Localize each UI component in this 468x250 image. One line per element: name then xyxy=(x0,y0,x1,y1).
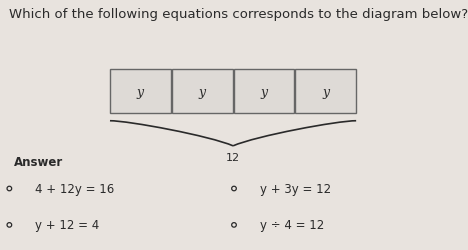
Text: y: y xyxy=(260,86,268,98)
Text: y ÷ 4 = 12: y ÷ 4 = 12 xyxy=(260,218,324,232)
Text: 12: 12 xyxy=(226,152,240,162)
Text: Answer: Answer xyxy=(14,155,63,168)
Text: y: y xyxy=(137,86,144,98)
Text: Which of the following equations corresponds to the diagram below?: Which of the following equations corresp… xyxy=(9,8,468,20)
Text: y: y xyxy=(198,86,206,98)
FancyBboxPatch shape xyxy=(295,70,356,114)
FancyBboxPatch shape xyxy=(110,70,171,114)
Text: y: y xyxy=(322,86,329,98)
Text: 4 + 12y = 16: 4 + 12y = 16 xyxy=(35,182,114,195)
Text: y + 12 = 4: y + 12 = 4 xyxy=(35,218,99,232)
FancyBboxPatch shape xyxy=(172,70,233,114)
Text: y + 3y = 12: y + 3y = 12 xyxy=(260,182,331,195)
FancyBboxPatch shape xyxy=(234,70,294,114)
